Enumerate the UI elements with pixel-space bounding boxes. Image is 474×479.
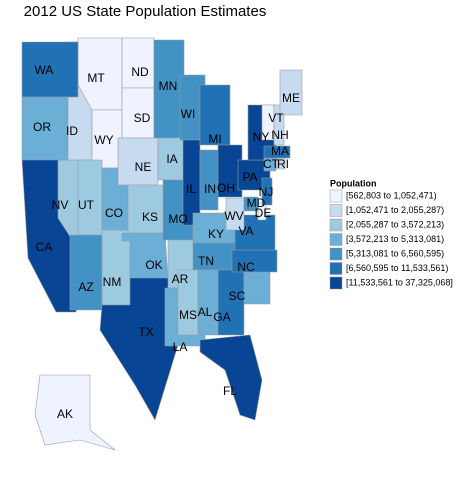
state-label: MS (179, 308, 197, 322)
state (69, 234, 103, 311)
legend-label: [562,803 to 1,052,471) (346, 190, 437, 200)
state-label: CA (36, 240, 53, 254)
state-label: MD (247, 196, 266, 210)
state-label: DE (255, 206, 272, 220)
state-label: LA (173, 340, 188, 354)
state-label: NV (52, 198, 69, 212)
state-label: MT (87, 71, 105, 85)
state-label: ME (282, 91, 300, 105)
legend-label: [11,533,561 to 37,325,068] (346, 277, 453, 287)
legend-label: [3,572,213 to 5,313,081) (346, 234, 444, 244)
state-label: PA (242, 170, 257, 184)
state-label: SC (229, 289, 246, 303)
state (217, 144, 243, 198)
state-label: OK (145, 258, 162, 272)
state-label: NM (103, 275, 122, 289)
legend-swatch (329, 189, 343, 203)
state (21, 96, 69, 161)
state-label: IN (204, 182, 216, 196)
state-label: VT (268, 111, 284, 125)
state (263, 145, 291, 159)
state-label: KS (142, 210, 158, 224)
state (127, 184, 166, 234)
state-label: OR (33, 120, 51, 134)
state-label: MI (208, 132, 221, 146)
state-label: RI (277, 157, 289, 171)
state-label: FL (223, 384, 237, 398)
state-label: MA (271, 144, 289, 158)
state-label: WY (94, 133, 113, 147)
legend-label: [6,560,595 to 11,533,561) (346, 263, 448, 273)
state-label: TX (138, 325, 153, 339)
legend-title: Population (330, 178, 377, 188)
state-label: AL (198, 305, 213, 319)
state (197, 269, 219, 336)
state-label: IL (186, 182, 196, 196)
legend-label: [1,052,471 to 2,055,287) (346, 205, 444, 215)
states (21, 37, 303, 451)
state-label: NJ (259, 185, 274, 199)
state (21, 41, 79, 98)
state (225, 197, 245, 231)
state-label: CT (263, 157, 280, 171)
state-label: UT (78, 198, 95, 212)
state-label: CO (105, 206, 123, 220)
state-label: SD (134, 111, 151, 125)
state-label: AK (57, 407, 73, 421)
legend-swatch (329, 204, 343, 217)
state-label: WI (181, 107, 196, 121)
state-label: ND (131, 65, 149, 79)
state (243, 271, 271, 305)
state-label: TN (198, 254, 214, 268)
state (199, 149, 219, 211)
state-label: GA (213, 310, 230, 324)
legend-swatch (329, 262, 343, 275)
legend-swatch (329, 233, 343, 246)
state (121, 37, 155, 89)
state-label: AZ (78, 280, 93, 294)
legend-swatch (329, 247, 343, 261)
state-label: NC (237, 260, 255, 274)
state-label: AR (172, 272, 189, 286)
state-label: NH (271, 128, 288, 142)
state-label: KY (208, 227, 224, 241)
map-title: 2012 US State Population Estimates (24, 3, 267, 20)
legend-swatch (329, 218, 343, 232)
state (34, 374, 116, 451)
state-label: IA (166, 152, 177, 166)
state (279, 69, 303, 116)
state-label: MN (159, 79, 178, 93)
state-label: ID (66, 124, 78, 138)
legend-label: [5,313,081 to 6,560,595) (346, 248, 444, 258)
state-label: WA (35, 63, 54, 77)
legend-swatch (329, 276, 343, 290)
state-label: MO (168, 212, 187, 226)
legend-label: [2,055,287 to 3,572,213) (346, 219, 444, 229)
legend: [562,803 to 1,052,471) [1,052,471 to 2,05… (329, 189, 453, 290)
state (199, 334, 263, 421)
state (261, 177, 273, 206)
state-label: WV (224, 209, 243, 223)
state-label: VA (238, 224, 253, 238)
state-labels: NV MT ID WA OR CA WY UT AZ CO NM ND SD NE KS OK TX MN IA MO… (33, 63, 300, 421)
state-label: OH (217, 181, 235, 195)
state-label: NE (135, 160, 152, 174)
state-label: NY (253, 130, 270, 144)
